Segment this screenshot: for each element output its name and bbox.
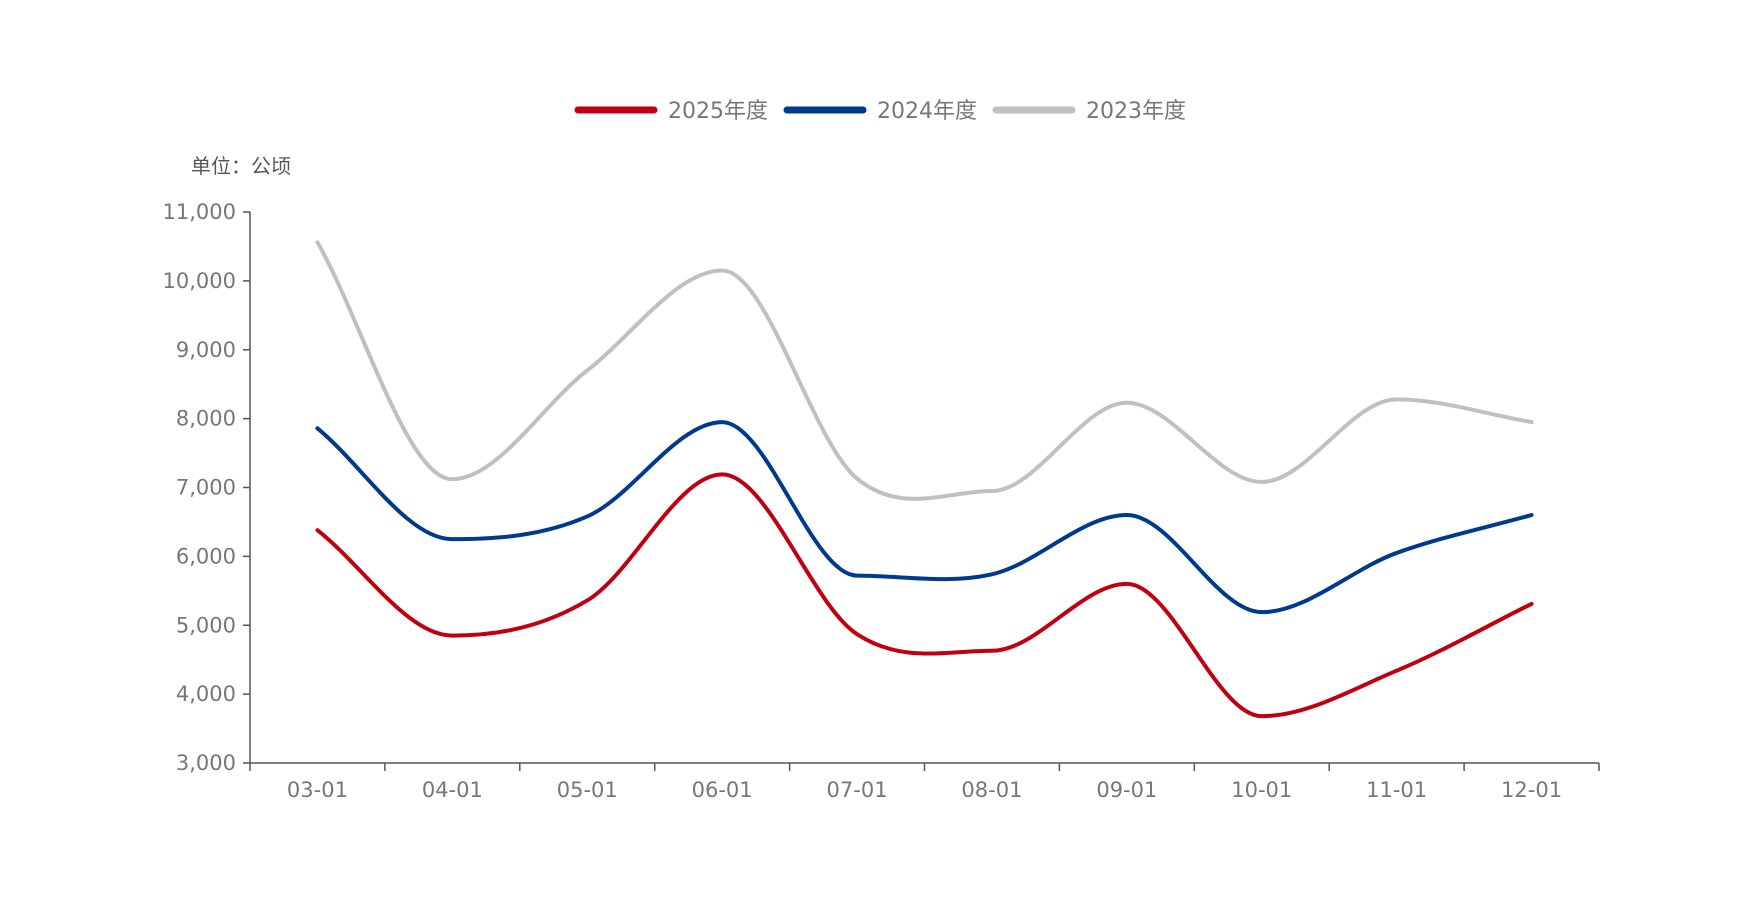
series-lines bbox=[315, 240, 1534, 719]
x-tick-label: 10-01 bbox=[1231, 778, 1292, 802]
y-tick-label: 4,000 bbox=[176, 682, 236, 706]
x-tick-label: 04-01 bbox=[422, 778, 483, 802]
x-tick-label: 12-01 bbox=[1501, 778, 1562, 802]
x-tick-label: 11-01 bbox=[1366, 778, 1427, 802]
legend-label: 2025年度 bbox=[668, 99, 768, 124]
series-line-2024年度 bbox=[315, 420, 1534, 615]
series-line-2023年度 bbox=[315, 240, 1534, 501]
y-tick-label: 5,000 bbox=[176, 613, 236, 637]
y-tick-label: 8,000 bbox=[176, 407, 236, 431]
legend: 2025年度 2024年度 2023年度 bbox=[574, 99, 1186, 124]
y-tick-label: 6,000 bbox=[176, 544, 236, 568]
unit-label: 单位：公顷 bbox=[191, 154, 291, 178]
x-tick-label: 05-01 bbox=[557, 778, 618, 802]
y-tick-label: 11,000 bbox=[163, 200, 236, 224]
y-tick-label: 10,000 bbox=[163, 269, 236, 293]
x-tick-label: 07-01 bbox=[827, 778, 888, 802]
x-tick-label: 08-01 bbox=[961, 778, 1022, 802]
x-tick-label: 09-01 bbox=[1096, 778, 1157, 802]
y-tick-label: 3,000 bbox=[176, 751, 236, 775]
y-tick-label: 7,000 bbox=[176, 476, 236, 500]
axes: 3,000 4,000 5,000 6,000 7,000 8,000 9,000 10,00… bbox=[163, 200, 1600, 802]
y-tick-label: 9,000 bbox=[176, 338, 236, 362]
legend-label: 2023年度 bbox=[1086, 99, 1186, 124]
x-tick-label: 03-01 bbox=[287, 778, 348, 802]
legend-label: 2024年度 bbox=[877, 99, 977, 124]
series-line-2025年度 bbox=[315, 472, 1534, 719]
x-tick-label: 06-01 bbox=[692, 778, 753, 802]
